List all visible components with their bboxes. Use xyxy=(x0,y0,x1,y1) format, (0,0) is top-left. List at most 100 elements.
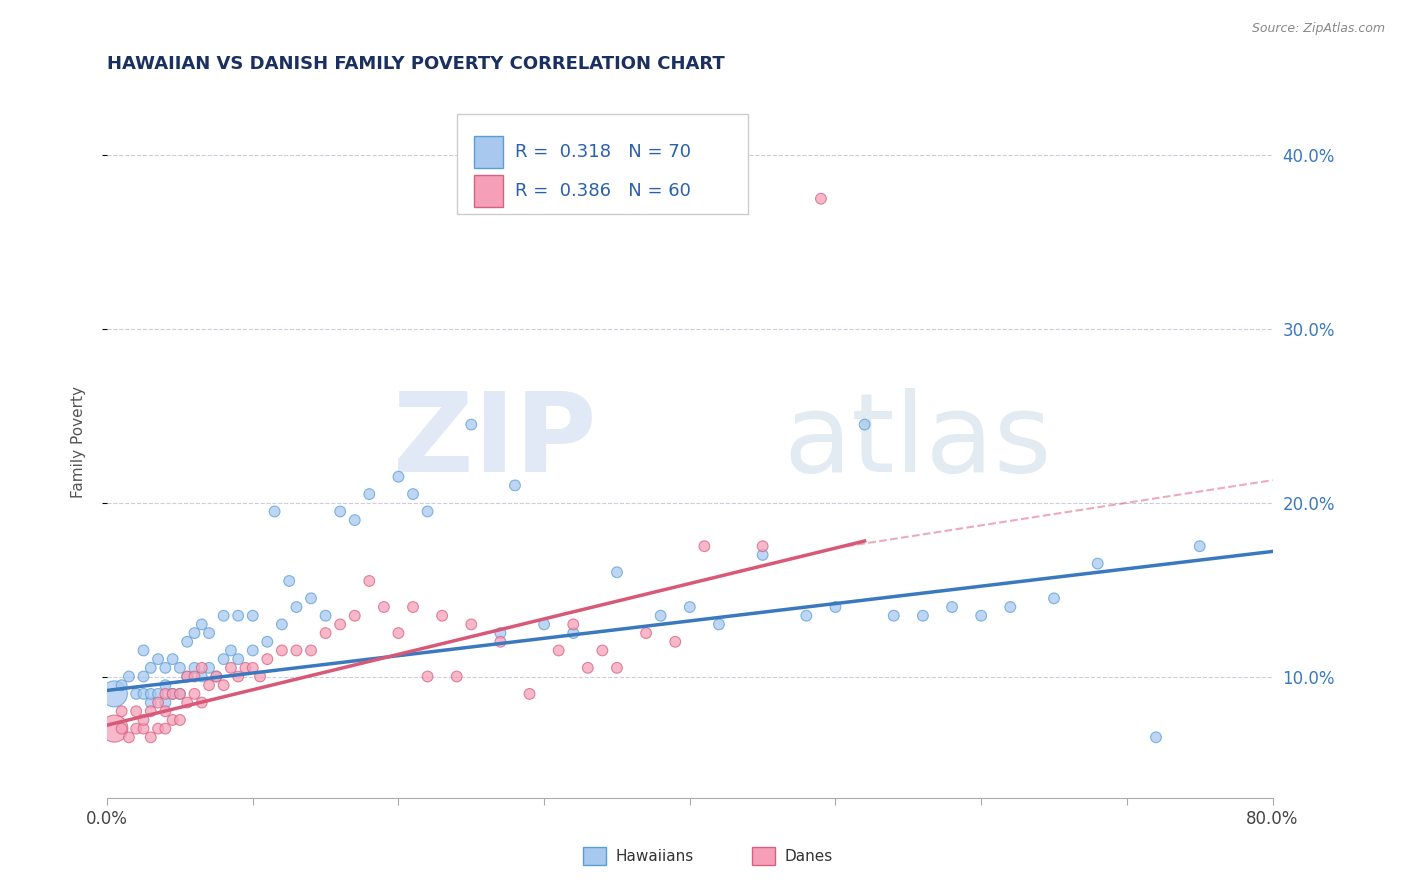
Point xyxy=(329,504,352,518)
Point xyxy=(693,539,716,553)
Point xyxy=(191,661,214,675)
Point xyxy=(343,513,366,527)
Point xyxy=(416,669,439,683)
Y-axis label: Family Poverty: Family Poverty xyxy=(72,386,86,498)
Point xyxy=(125,722,148,736)
Point xyxy=(198,626,221,640)
Point xyxy=(270,643,292,657)
Point xyxy=(796,608,818,623)
Point xyxy=(155,678,177,692)
Point xyxy=(111,678,134,692)
Point xyxy=(125,704,148,718)
Point xyxy=(219,661,242,675)
Point xyxy=(183,661,205,675)
Point xyxy=(503,478,526,492)
Point xyxy=(263,504,285,518)
Point xyxy=(146,687,169,701)
Point xyxy=(226,608,249,623)
Point xyxy=(191,617,214,632)
Point xyxy=(162,687,184,701)
Point xyxy=(139,704,162,718)
Point xyxy=(176,669,198,683)
Point xyxy=(373,600,395,615)
Point xyxy=(636,626,658,640)
Point xyxy=(278,574,301,588)
Point xyxy=(242,643,264,657)
Point xyxy=(139,687,162,701)
FancyBboxPatch shape xyxy=(474,175,503,207)
Point xyxy=(810,192,832,206)
Point xyxy=(707,617,730,632)
Point xyxy=(183,669,205,683)
Point xyxy=(489,634,512,648)
Point xyxy=(219,643,242,657)
Point xyxy=(169,661,191,675)
Point xyxy=(132,669,155,683)
Point xyxy=(132,687,155,701)
FancyBboxPatch shape xyxy=(474,136,503,168)
Point xyxy=(169,687,191,701)
Point xyxy=(205,669,228,683)
Point xyxy=(139,696,162,710)
Point xyxy=(359,487,381,501)
Point xyxy=(606,566,628,580)
Point xyxy=(132,713,155,727)
Point xyxy=(169,713,191,727)
Point xyxy=(664,634,686,648)
Point xyxy=(256,634,278,648)
Point xyxy=(519,687,541,701)
Point xyxy=(162,713,184,727)
Point xyxy=(299,643,322,657)
Point xyxy=(103,687,125,701)
Text: R =  0.386   N = 60: R = 0.386 N = 60 xyxy=(515,182,690,200)
Point xyxy=(270,617,292,632)
Point xyxy=(139,661,162,675)
Point xyxy=(155,722,177,736)
Point xyxy=(402,600,425,615)
Point xyxy=(256,652,278,666)
Point xyxy=(111,704,134,718)
Point xyxy=(176,696,198,710)
Point xyxy=(430,608,453,623)
Point xyxy=(562,617,585,632)
Point xyxy=(285,643,308,657)
Point xyxy=(132,643,155,657)
Point xyxy=(212,608,235,623)
Point xyxy=(146,652,169,666)
Point xyxy=(205,669,228,683)
Point xyxy=(146,722,169,736)
Point xyxy=(751,539,773,553)
Point xyxy=(533,617,555,632)
Point xyxy=(125,687,148,701)
Point xyxy=(562,626,585,640)
Point xyxy=(285,600,308,615)
Text: HAWAIIAN VS DANISH FAMILY POVERTY CORRELATION CHART: HAWAIIAN VS DANISH FAMILY POVERTY CORREL… xyxy=(107,55,725,73)
Point xyxy=(751,548,773,562)
Point xyxy=(941,600,963,615)
Point xyxy=(242,608,264,623)
Point xyxy=(1188,539,1211,553)
Point xyxy=(162,687,184,701)
Point xyxy=(970,608,993,623)
Point xyxy=(169,687,191,701)
Point xyxy=(650,608,672,623)
Point xyxy=(242,661,264,675)
Point xyxy=(226,652,249,666)
Point xyxy=(183,687,205,701)
Point xyxy=(162,652,184,666)
Point xyxy=(387,469,409,483)
Point xyxy=(146,696,169,710)
Point xyxy=(198,661,221,675)
Point xyxy=(212,652,235,666)
Point xyxy=(176,634,198,648)
Point xyxy=(103,722,125,736)
Point xyxy=(329,617,352,632)
Point xyxy=(1043,591,1066,606)
Point xyxy=(883,608,905,623)
Point xyxy=(226,669,249,683)
Point xyxy=(315,626,337,640)
Point xyxy=(576,661,599,675)
Point xyxy=(343,608,366,623)
Point xyxy=(911,608,934,623)
Point xyxy=(155,696,177,710)
